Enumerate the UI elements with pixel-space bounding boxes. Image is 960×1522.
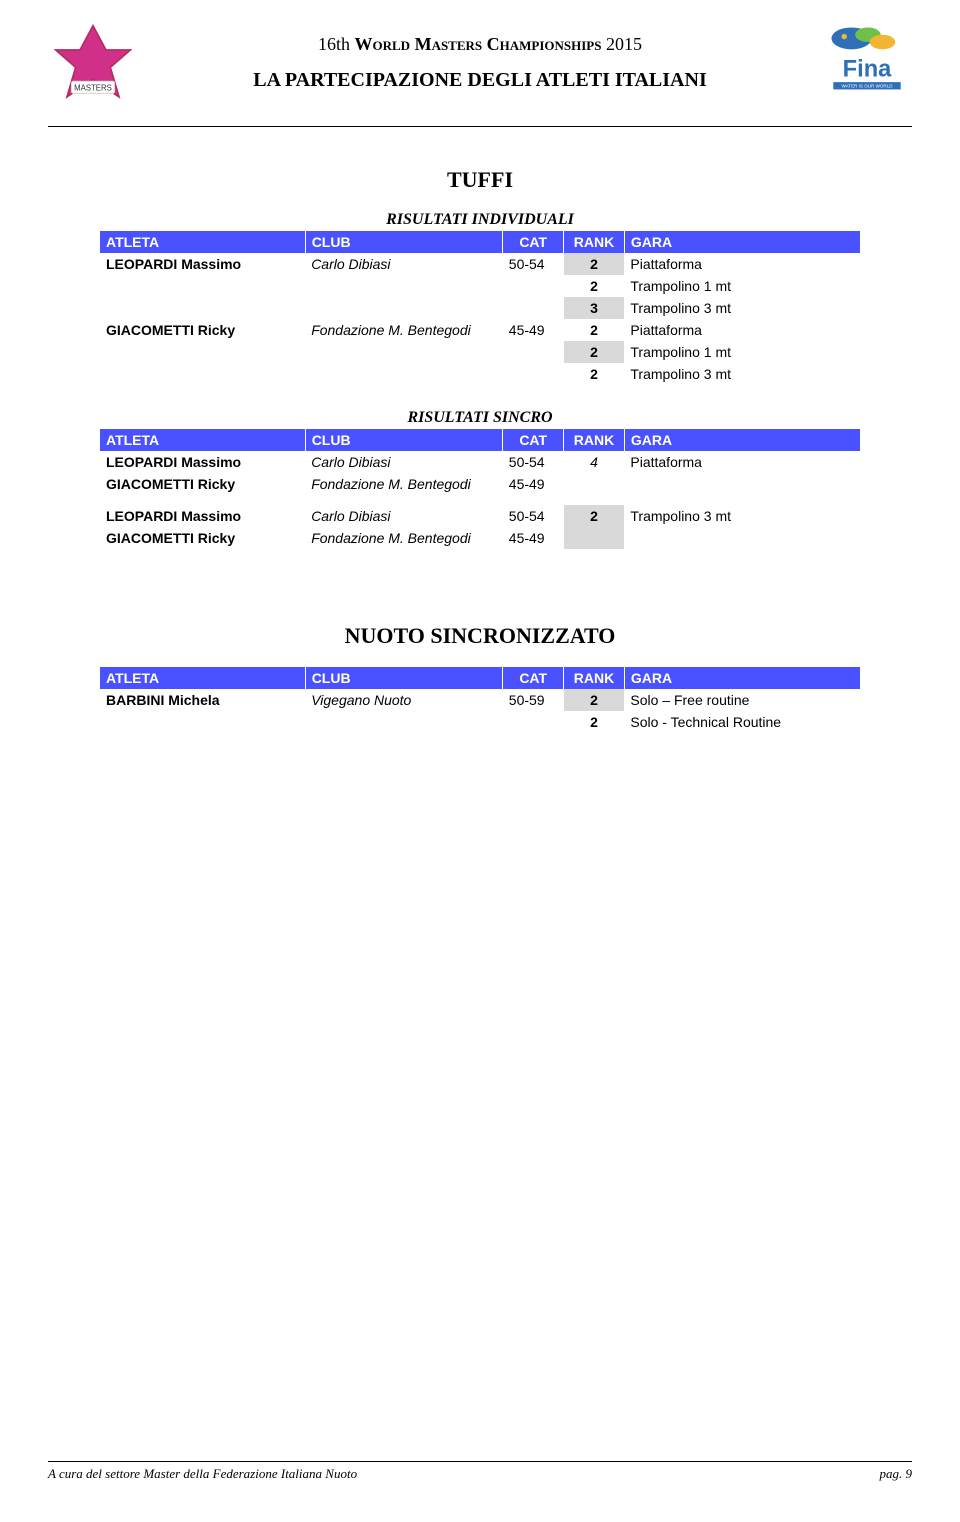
table-row: 2Trampolino 1 mt <box>100 341 860 363</box>
svg-text:Fina: Fina <box>843 57 892 83</box>
col-cat: CAT <box>503 429 564 451</box>
col-club: CLUB <box>305 667 503 689</box>
table-row: 2Solo - Technical Routine <box>100 711 860 733</box>
section-title-tuffi: TUFFI <box>100 167 860 193</box>
col-atleta: ATLETA <box>100 231 305 253</box>
table-tuffi-individuali: ATLETA CLUB CAT RANK GARA LEOPARDI Massi… <box>100 231 860 385</box>
col-rank: RANK <box>564 429 625 451</box>
svg-text:WATER IS OUR WORLD: WATER IS OUR WORLD <box>841 84 893 89</box>
page-header: MASTERS 16th World Masters Championships… <box>0 0 960 120</box>
subsection-title-sincro: RISULTATI SINCRO <box>100 409 860 427</box>
table-row: GIACOMETTI RickyFondazione M. Bentegodi4… <box>100 319 860 341</box>
col-gara: GARA <box>624 429 860 451</box>
col-atleta: ATLETA <box>100 429 305 451</box>
table-row: 2Trampolino 3 mt <box>100 363 860 385</box>
col-rank: RANK <box>564 667 625 689</box>
table-row: LEOPARDI Massimo Carlo Dibiasi 50-54 4 P… <box>100 451 860 473</box>
svg-text:MASTERS: MASTERS <box>74 84 112 93</box>
section-title-nuoto-sincronizzato: NUOTO SINCRONIZZATO <box>100 623 860 649</box>
table-row: 2Trampolino 1 mt <box>100 275 860 297</box>
table-row: 3Trampolino 3 mt <box>100 297 860 319</box>
footer-rule <box>48 1461 912 1462</box>
subsection-title-individuali: RISULTATI INDIVIDUALI <box>100 211 860 229</box>
table-row: BARBINI MichelaVigegano Nuoto50-592Solo … <box>100 689 860 711</box>
fina-logo: Fina WATER IS OUR WORLD <box>822 18 912 108</box>
col-cat: CAT <box>503 231 564 253</box>
table-row: LEOPARDI Massimo Carlo Dibiasi 50-54 2 T… <box>100 505 860 527</box>
table-tuffi-sincro-2: LEOPARDI Massimo Carlo Dibiasi 50-54 2 T… <box>100 505 860 549</box>
table-nuoto-sincronizzato: ATLETA CLUB CAT RANK GARA BARBINI Michel… <box>100 667 860 733</box>
footer-credit: A cura del settore Master della Federazi… <box>48 1466 357 1482</box>
col-gara: GARA <box>624 667 860 689</box>
col-atleta: ATLETA <box>100 667 305 689</box>
col-cat: CAT <box>503 667 564 689</box>
table-tuffi-sincro-1: ATLETA CLUB CAT RANK GARA LEOPARDI Massi… <box>100 429 860 495</box>
table-row: LEOPARDI MassimoCarlo Dibiasi50-542Piatt… <box>100 253 860 275</box>
content: TUFFI RISULTATI INDIVIDUALI ATLETA CLUB … <box>0 127 960 733</box>
event-subtitle: LA PARTECIPAZIONE DEGLI ATLETI ITALIANI <box>138 69 822 92</box>
masters-logo: MASTERS <box>48 18 138 108</box>
event-title: 16th World Masters Championships 2015 <box>138 34 822 55</box>
col-gara: GARA <box>624 231 860 253</box>
col-club: CLUB <box>305 231 503 253</box>
header-titles: 16th World Masters Championships 2015 LA… <box>138 34 822 92</box>
col-rank: RANK <box>564 231 625 253</box>
footer-page: pag. 9 <box>880 1466 913 1482</box>
col-club: CLUB <box>305 429 503 451</box>
page-footer: A cura del settore Master della Federazi… <box>0 1461 960 1482</box>
